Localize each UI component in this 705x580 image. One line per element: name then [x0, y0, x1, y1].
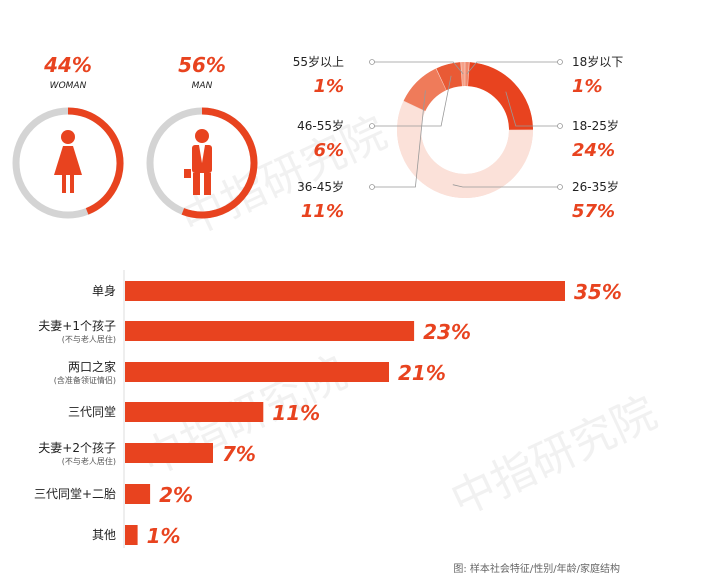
callout-dot: [557, 59, 563, 65]
donut-value-label: 11%: [301, 201, 344, 222]
callout-dot: [557, 123, 563, 129]
gender-woman: 44% WOMAN: [12, 53, 124, 219]
watermark-text: 中指研究院: [443, 387, 664, 526]
callout-dot: [557, 184, 563, 190]
bar-value-label: 21%: [398, 361, 446, 385]
bar-row: 单身 35%: [92, 280, 622, 304]
donut-value-label: 1%: [313, 76, 344, 97]
bar-row: 夫妻+2个孩子(不与老人居住) 7%: [38, 441, 256, 466]
donut-callout: 18-25岁 24%: [505, 91, 619, 161]
donut-slice: [436, 62, 463, 91]
donut-slice: [403, 68, 447, 112]
source-caption: 图: 样本社会特征/性别/年龄/家庭结构: [453, 562, 620, 575]
bar-value-label: 23%: [423, 320, 471, 344]
donut-category-label: 18岁以下: [572, 54, 623, 69]
bar-sub-label: (含准备领证情侣): [54, 375, 116, 385]
gender-ring-fill: [67, 107, 124, 215]
callout-line: [505, 91, 560, 127]
woman-icon: [54, 130, 82, 193]
donut-callout: 55岁以上 1%: [293, 54, 464, 97]
bar-category-label: 单身: [92, 283, 116, 298]
donut-category-label: 36-45岁: [297, 179, 344, 194]
gender-percent: 44%: [43, 53, 92, 77]
bar-category-label: 夫妻+1个孩子: [38, 319, 116, 333]
bar-value-label: 11%: [272, 401, 320, 425]
gender-label: WOMAN: [50, 81, 87, 91]
donut-category-label: 46-55岁: [297, 118, 344, 133]
bar-row: 其他 1%: [92, 524, 181, 548]
bar-row: 夫妻+1个孩子(不与老人居住) 23%: [38, 319, 471, 344]
callout-line: [372, 90, 426, 188]
gender-man: 56% MAN: [146, 53, 258, 219]
bar-sub-label: (不与老人居住): [62, 456, 116, 466]
bar-row: 三代同堂+二胎 2%: [34, 483, 193, 507]
bar: [125, 484, 151, 504]
bar-category-label: 其他: [92, 528, 116, 542]
bar-value-label: 35%: [574, 280, 622, 304]
callout-dot: [369, 123, 375, 129]
donut-callout: 46-55岁 6%: [297, 75, 452, 161]
age-donut-chart: 18岁以下 1% 18-25岁 24% 26-35岁 57% 36-45岁 11% 46-55岁…: [293, 54, 624, 222]
bar: [125, 281, 565, 301]
bar: [125, 362, 389, 382]
bar-row: 两口之家(含准备领证情侣) 21%: [54, 359, 446, 385]
bar: [125, 402, 264, 422]
callout-line: [372, 61, 464, 75]
bar-category-label: 夫妻+2个孩子: [38, 441, 116, 455]
callout-line: [466, 61, 560, 75]
gender-ring-fill: [181, 107, 258, 219]
donut-slice: [467, 62, 533, 131]
bar: [125, 321, 415, 341]
bar-value-label: 2%: [159, 483, 193, 507]
donut-value-label: 57%: [572, 201, 615, 222]
gender-label: MAN: [192, 81, 213, 91]
gender-percent: 56%: [178, 53, 226, 77]
donut-category-label: 26-35岁: [572, 179, 619, 194]
bar-value-label: 7%: [222, 442, 256, 466]
donut-category-label: 18-25岁: [572, 118, 619, 133]
callout-dot: [369, 59, 375, 65]
bar-category-label: 两口之家: [68, 359, 116, 374]
bar-category-label: 三代同堂+二胎: [34, 487, 116, 501]
bar: [125, 443, 213, 463]
bar-sub-label: (不与老人居住): [62, 334, 116, 344]
man-icon: [184, 129, 212, 195]
bar: [125, 525, 138, 545]
gender-section: 44% WOMAN 56% MAN: [12, 53, 258, 219]
donut-callout: 36-45岁 11%: [297, 90, 426, 222]
donut-value-label: 6%: [313, 140, 344, 161]
household-bar-chart: 单身 35%夫妻+1个孩子(不与老人居住) 23%两口之家(含准备领证情侣) 21%三…: [34, 270, 622, 548]
callout-dot: [369, 184, 375, 190]
bar-value-label: 1%: [147, 524, 181, 548]
callout-line: [452, 184, 560, 188]
donut-callout: 26-35岁 57%: [452, 179, 619, 222]
donut-category-label: 55岁以上: [293, 54, 344, 69]
donut-value-label: 24%: [572, 140, 615, 161]
donut-slice: [397, 101, 533, 198]
bar-row: 三代同堂 11%: [68, 401, 320, 425]
callout-line: [372, 75, 452, 127]
donut-value-label: 1%: [572, 76, 603, 97]
donut-callout: 18岁以下 1%: [466, 54, 623, 97]
bar-category-label: 三代同堂: [68, 405, 116, 419]
